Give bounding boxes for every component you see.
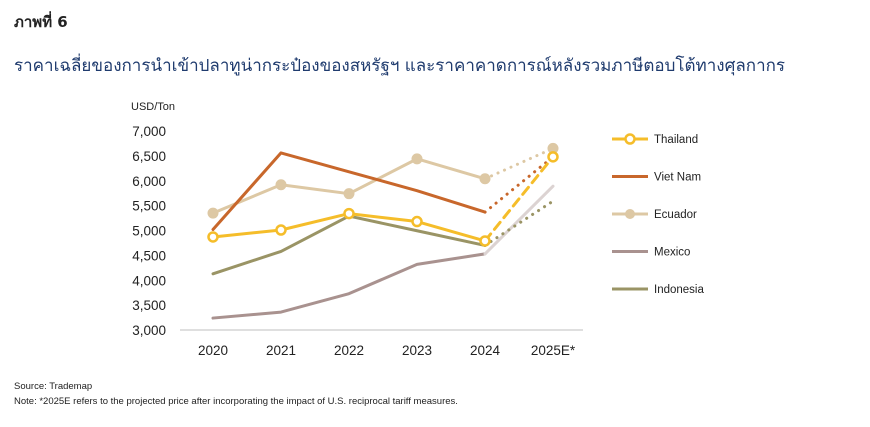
series-viet-nam bbox=[211, 151, 555, 232]
y-tick-label: 7,000 bbox=[132, 124, 166, 139]
data-point bbox=[343, 207, 355, 220]
y-tick-label: 5,000 bbox=[132, 224, 166, 239]
data-point bbox=[275, 179, 287, 191]
legend-item: Thailand bbox=[612, 133, 698, 146]
chart-series bbox=[207, 142, 559, 320]
legend-label: Mexico bbox=[654, 247, 690, 259]
source-note: Source: Trademap bbox=[14, 381, 93, 392]
data-point bbox=[343, 188, 355, 200]
y-tick-label: 4,500 bbox=[132, 248, 166, 263]
series-projection bbox=[483, 199, 555, 247]
series-ecuador bbox=[207, 142, 559, 219]
x-tick-label: 2024 bbox=[470, 343, 501, 358]
legend-item: Indonesia bbox=[612, 284, 704, 296]
y-tick-label: 3,000 bbox=[132, 323, 166, 338]
figure-label: ภาพที่ 6 bbox=[14, 13, 68, 31]
x-tick-label: 2025E* bbox=[531, 343, 576, 358]
legend-label: Thailand bbox=[654, 134, 698, 146]
y-tick-label: 3,500 bbox=[132, 298, 166, 313]
legend-label: Ecuador bbox=[654, 209, 697, 221]
data-point bbox=[275, 224, 287, 236]
x-tick-label: 2021 bbox=[266, 343, 296, 358]
series-projection bbox=[483, 146, 555, 181]
y-tick-label: 6,500 bbox=[132, 149, 166, 164]
data-point bbox=[411, 153, 423, 165]
series-line bbox=[211, 214, 487, 276]
data-point bbox=[207, 231, 219, 243]
projection-note: Note: *2025E refers to the projected pri… bbox=[14, 396, 458, 407]
data-point bbox=[207, 207, 219, 219]
legend-marker bbox=[625, 209, 635, 219]
y-axis-unit: USD/Ton bbox=[131, 101, 175, 113]
x-tick-label: 2023 bbox=[402, 343, 432, 358]
series-projection bbox=[483, 155, 555, 243]
series-line bbox=[211, 157, 487, 215]
y-tick-label: 4,000 bbox=[132, 273, 166, 288]
legend-marker bbox=[624, 133, 636, 145]
legend-label: Indonesia bbox=[654, 284, 704, 296]
y-tick-label: 6,000 bbox=[132, 174, 166, 189]
series-line bbox=[211, 252, 487, 320]
legend-item: Ecuador bbox=[612, 209, 697, 221]
chart-axes: USD/Ton 3,000 3,500 4,000 4,500 5,000 5,500 6,0… bbox=[131, 101, 583, 358]
legend-label: Viet Nam bbox=[654, 172, 701, 184]
data-point bbox=[479, 235, 491, 247]
series-projection bbox=[483, 184, 555, 256]
data-point bbox=[479, 173, 491, 185]
chart-legend: Thailand Viet Nam Ecuador Mexico Indonesia bbox=[612, 133, 704, 296]
series-line bbox=[211, 151, 487, 232]
legend-item: Viet Nam bbox=[612, 172, 701, 184]
series-mexico bbox=[211, 184, 555, 320]
y-tick-label: 5,500 bbox=[132, 199, 166, 214]
data-point bbox=[547, 151, 559, 163]
series-thailand bbox=[207, 151, 559, 247]
figure-title: ราคาเฉลี่ยของการนำเข้าปลาทูน่ากระป๋องของ… bbox=[14, 56, 786, 76]
legend-item: Mexico bbox=[612, 247, 690, 259]
x-tick-label: 2022 bbox=[334, 343, 364, 358]
data-point bbox=[411, 215, 423, 228]
series-projection bbox=[483, 155, 555, 214]
x-tick-label: 2020 bbox=[198, 343, 228, 358]
